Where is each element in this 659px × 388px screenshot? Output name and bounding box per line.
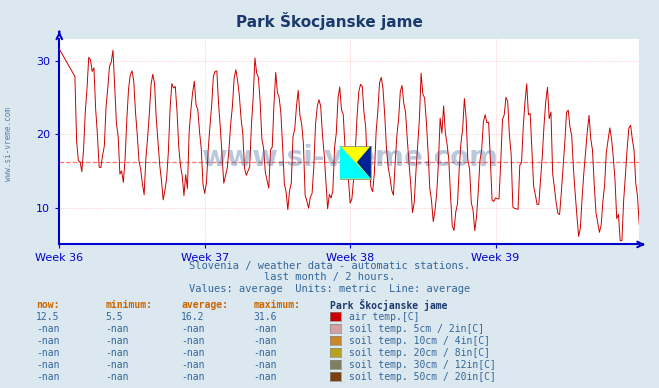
Bar xyxy=(340,146,371,179)
Text: now:: now: xyxy=(36,300,60,310)
Text: -nan: -nan xyxy=(181,372,205,382)
Text: Park Škocjanske jame: Park Škocjanske jame xyxy=(236,12,423,30)
Text: soil temp. 30cm / 12in[C]: soil temp. 30cm / 12in[C] xyxy=(349,360,496,370)
Text: 12.5: 12.5 xyxy=(36,312,60,322)
Text: air temp.[C]: air temp.[C] xyxy=(349,312,420,322)
Text: -nan: -nan xyxy=(36,360,60,370)
Text: -nan: -nan xyxy=(254,360,277,370)
Text: -nan: -nan xyxy=(181,360,205,370)
Text: soil temp. 50cm / 20in[C]: soil temp. 50cm / 20in[C] xyxy=(349,372,496,382)
Text: soil temp. 20cm / 8in[C]: soil temp. 20cm / 8in[C] xyxy=(349,348,490,358)
Text: Slovenia / weather data - automatic stations.: Slovenia / weather data - automatic stat… xyxy=(189,261,470,271)
Text: -nan: -nan xyxy=(254,324,277,334)
Text: Values: average  Units: metric  Line: average: Values: average Units: metric Line: aver… xyxy=(189,284,470,294)
Text: -nan: -nan xyxy=(36,324,60,334)
Text: -nan: -nan xyxy=(105,324,129,334)
Text: -nan: -nan xyxy=(105,372,129,382)
Text: www.si-vreme.com: www.si-vreme.com xyxy=(201,144,498,172)
Text: last month / 2 hours.: last month / 2 hours. xyxy=(264,272,395,282)
Text: -nan: -nan xyxy=(36,348,60,358)
Text: -nan: -nan xyxy=(181,336,205,346)
Text: -nan: -nan xyxy=(105,348,129,358)
Polygon shape xyxy=(357,146,371,179)
Text: soil temp. 10cm / 4in[C]: soil temp. 10cm / 4in[C] xyxy=(349,336,490,346)
Text: -nan: -nan xyxy=(181,324,205,334)
Text: -nan: -nan xyxy=(254,348,277,358)
Text: maximum:: maximum: xyxy=(254,300,301,310)
Text: Park Škocjanske jame: Park Škocjanske jame xyxy=(330,299,447,310)
Text: -nan: -nan xyxy=(36,372,60,382)
Polygon shape xyxy=(340,146,371,179)
Text: -nan: -nan xyxy=(36,336,60,346)
Text: 31.6: 31.6 xyxy=(254,312,277,322)
Text: soil temp. 5cm / 2in[C]: soil temp. 5cm / 2in[C] xyxy=(349,324,484,334)
Text: minimum:: minimum: xyxy=(105,300,152,310)
Text: -nan: -nan xyxy=(105,360,129,370)
Text: -nan: -nan xyxy=(105,336,129,346)
Text: www.si-vreme.com: www.si-vreme.com xyxy=(4,107,13,180)
Text: -nan: -nan xyxy=(181,348,205,358)
Text: average:: average: xyxy=(181,300,228,310)
Text: -nan: -nan xyxy=(254,336,277,346)
Text: -nan: -nan xyxy=(254,372,277,382)
Text: 5.5: 5.5 xyxy=(105,312,123,322)
Text: 16.2: 16.2 xyxy=(181,312,205,322)
